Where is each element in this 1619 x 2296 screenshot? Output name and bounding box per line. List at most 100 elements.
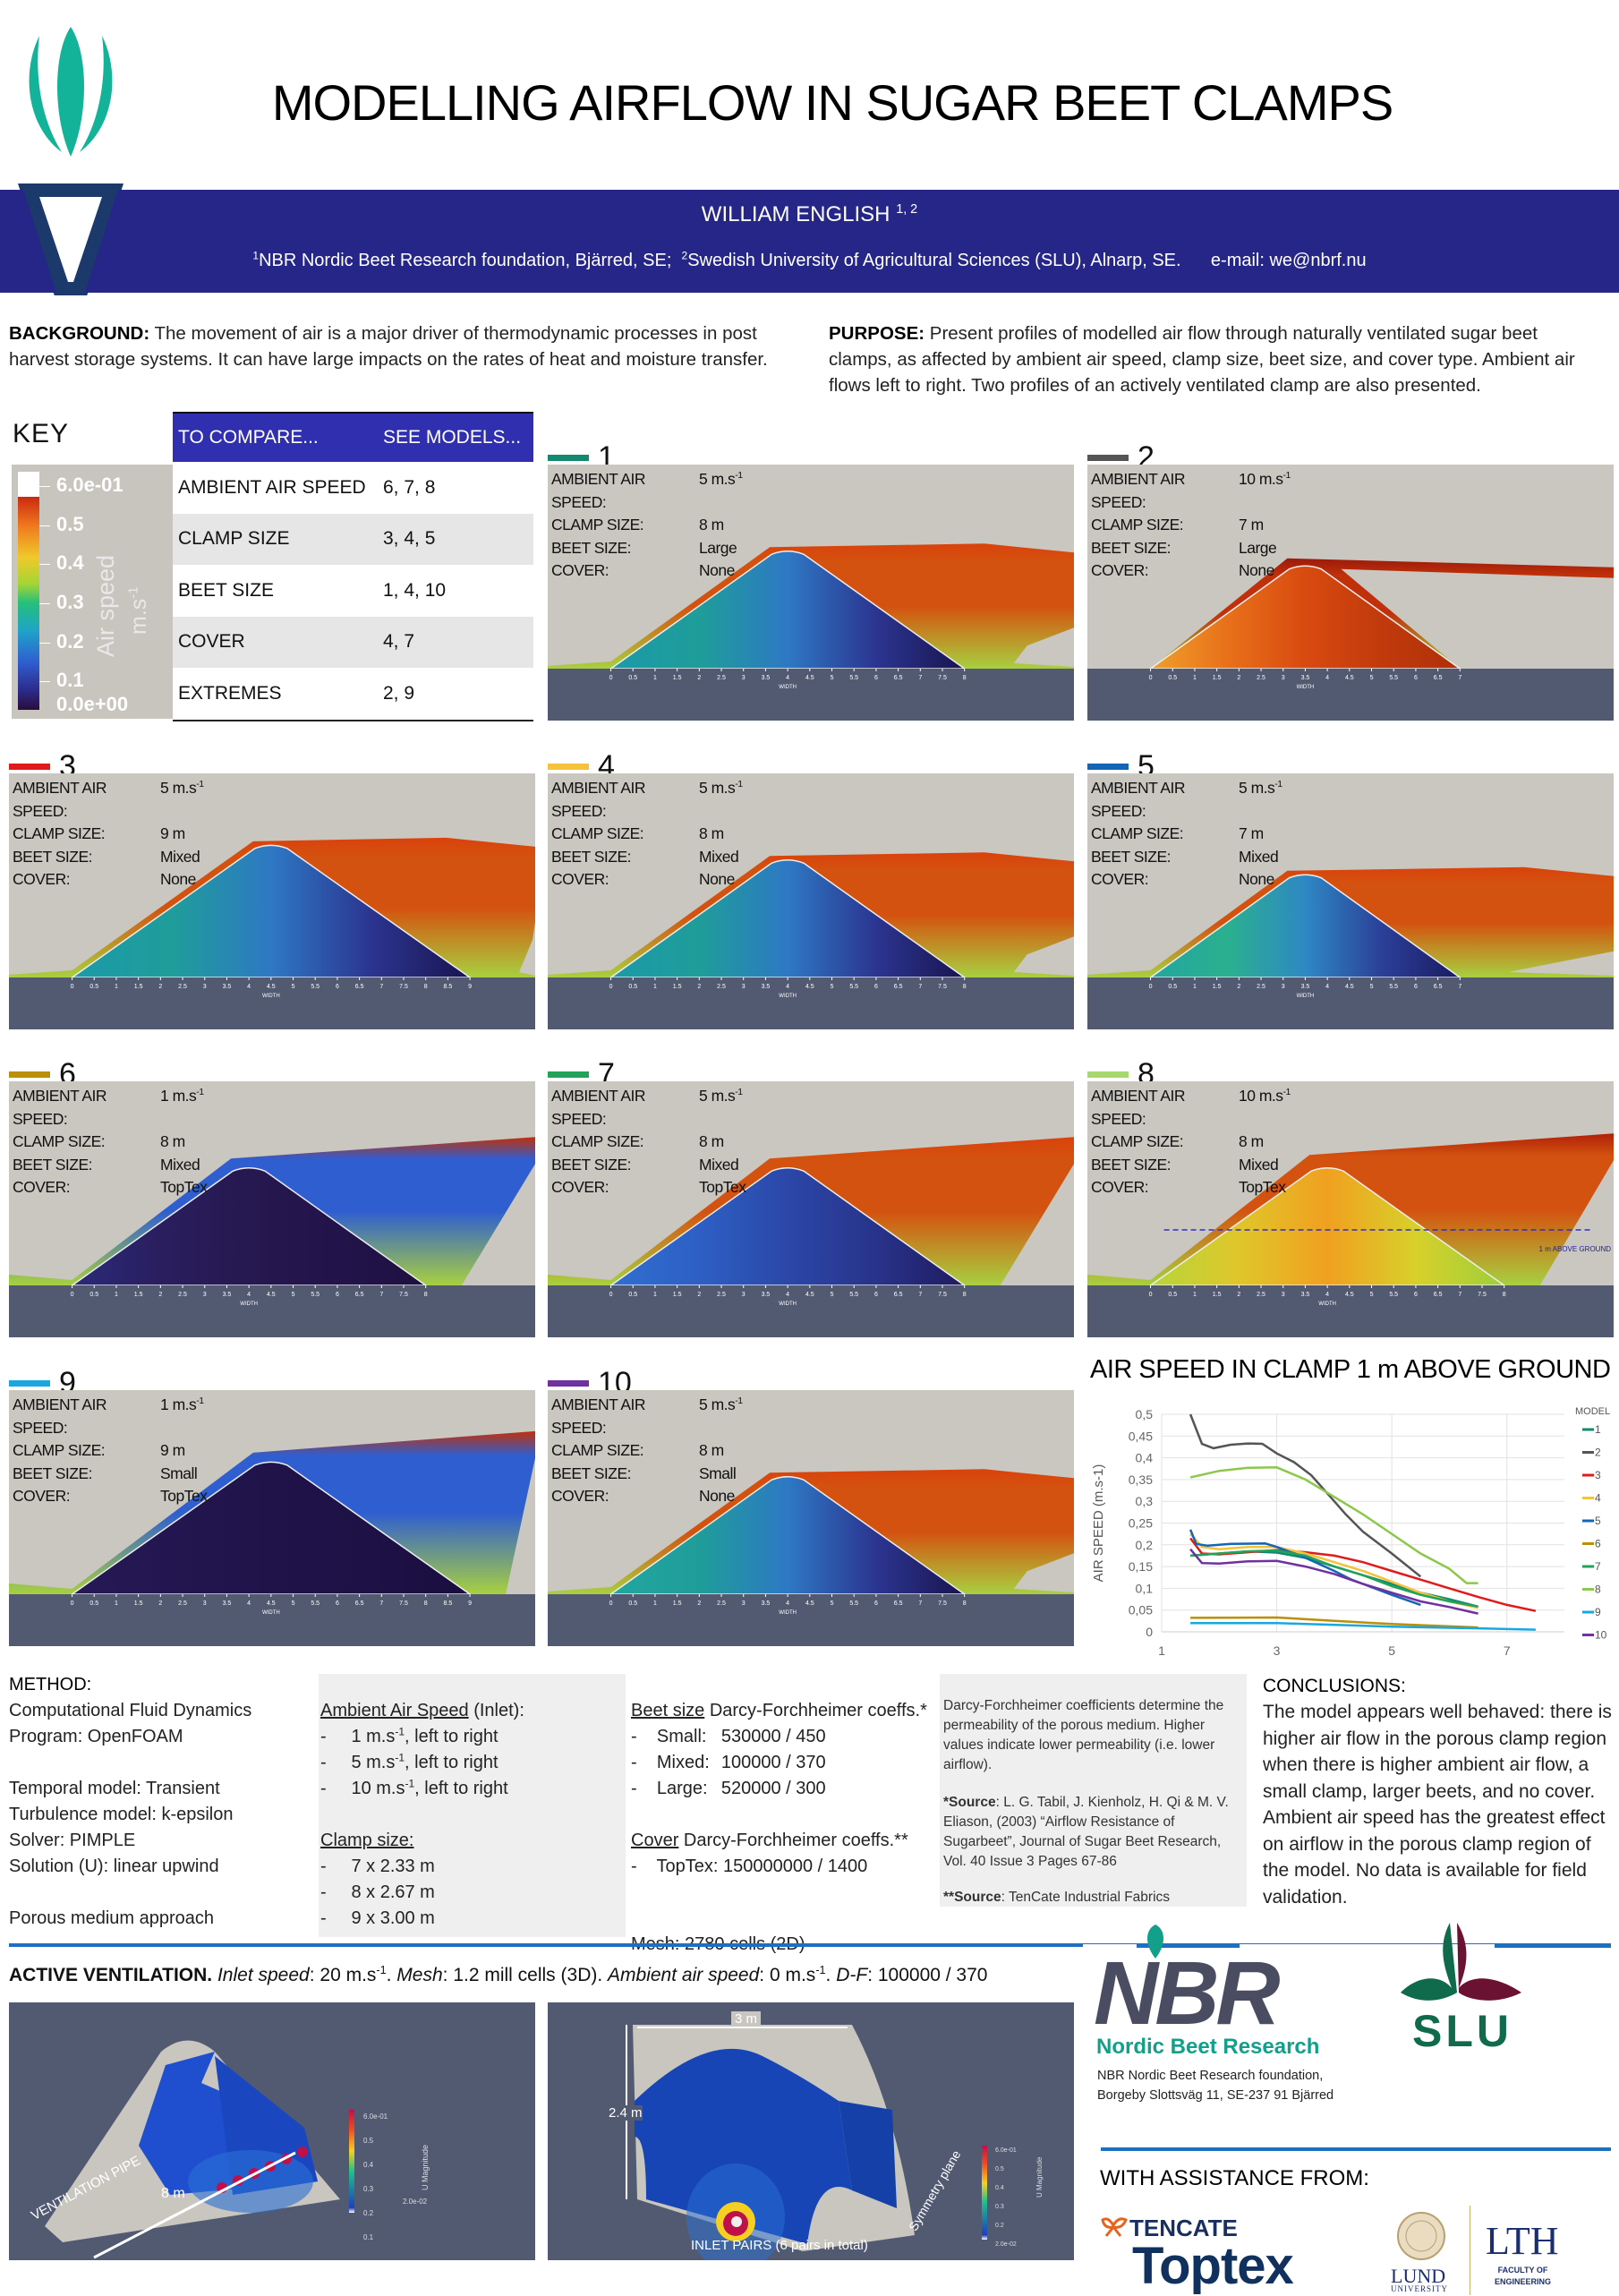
axis-tick-label: 8.5 bbox=[444, 1600, 453, 1607]
param-value-text: 8 m bbox=[699, 1441, 724, 1459]
param-beet: BEET SIZE: Mixed bbox=[1091, 846, 1282, 869]
lund-logo-sub: UNIVERSITY bbox=[1391, 2284, 1448, 2293]
method-item: Solution (U): linear upwind bbox=[9, 1856, 219, 1876]
nbr-address: NBR Nordic Beet Research foundation, Borg… bbox=[1097, 2066, 1334, 2105]
axis-tick-label: 8 bbox=[963, 675, 967, 681]
logo-cone-overlay bbox=[21, 184, 120, 295]
param-label: COVER: bbox=[551, 870, 609, 888]
lth-logo: LTH bbox=[1486, 2219, 1559, 2263]
slu-logo: SLU bbox=[1412, 2006, 1512, 2056]
param-value: 7 m bbox=[1239, 823, 1264, 846]
axis-tick-label: 4.5 bbox=[267, 1600, 276, 1607]
nbr-leaf-icon bbox=[1147, 1925, 1163, 1959]
param-value-text: TopTex bbox=[699, 1178, 746, 1196]
param-value: TopTex bbox=[160, 1485, 208, 1508]
model-color-swatch bbox=[9, 764, 50, 770]
axis-tick-label: 0 bbox=[609, 984, 613, 990]
assistance-heading: WITH ASSISTANCE FROM: bbox=[1100, 2166, 1369, 2190]
compare-row: COVER 4, 7 bbox=[173, 616, 533, 668]
param-value: 5 m.s-1 bbox=[699, 468, 743, 514]
nbr-logo: NBR bbox=[1094, 1943, 1281, 2044]
axis-tick-label: 0.5 bbox=[1168, 1292, 1177, 1298]
axis-tick-label: 8 bbox=[1503, 1292, 1506, 1298]
axis-tick-label: 7.5 bbox=[938, 675, 947, 681]
axis-tick-label: 1.5 bbox=[134, 1600, 143, 1607]
param-clamp: CLAMP SIZE: 8 m bbox=[551, 823, 743, 846]
param-value-text: 9 m bbox=[160, 824, 185, 842]
colorbar-label: 0.1 bbox=[56, 669, 84, 691]
param-value-text: Small bbox=[160, 1464, 198, 1482]
av-inlet-value: : 20 m.s bbox=[309, 1965, 377, 1985]
param-label: COVER: bbox=[13, 1487, 71, 1505]
axis-tick-label: 7.5 bbox=[938, 1600, 947, 1607]
axis-tick-label: 0 bbox=[71, 1600, 74, 1607]
header-cell: SEE MODELS... bbox=[383, 427, 522, 448]
model-parameters: AMBIENT AIR SPEED: 5 m.s-1 CLAMP SIZE: 7 m B… bbox=[1091, 777, 1282, 892]
axis-tick-label: 7.5 bbox=[938, 1292, 947, 1298]
axis-tick-label: 6 bbox=[1414, 1292, 1418, 1298]
axis-tick-label: 5 bbox=[292, 1600, 295, 1607]
av-cbar-title: U Magnitude bbox=[1035, 2156, 1044, 2198]
axis-tick-label: 7.5 bbox=[399, 984, 408, 990]
axis-tick-label: 3.5 bbox=[223, 984, 232, 990]
param-value-text: Mixed bbox=[160, 1155, 200, 1174]
y-tick-label: 0 bbox=[1146, 1625, 1153, 1639]
axis-tick-label: 1.5 bbox=[1213, 984, 1222, 990]
param-label: CLAMP SIZE: bbox=[551, 1132, 644, 1150]
axis-tick-label: 1.5 bbox=[1213, 1292, 1222, 1298]
compare-factor: AMBIENT AIR SPEED bbox=[178, 476, 366, 498]
av-amb-label: Ambient air speed bbox=[608, 1965, 760, 1985]
beet-coeff-title: Beet size Darcy-Forchheimer coeffs.* bbox=[631, 1698, 940, 1724]
axis-tick-label: 5.5 bbox=[311, 984, 320, 990]
axis-tick-label: 6.5 bbox=[1434, 1292, 1443, 1298]
axis-tick-label: 7 bbox=[379, 984, 383, 990]
legend-label-10: 10 bbox=[1595, 1629, 1607, 1642]
param-label: COVER: bbox=[1091, 561, 1149, 579]
clamp-size-item: - 9 x 3.00 m bbox=[320, 1908, 435, 1928]
axis-tick-label: 3 bbox=[742, 1600, 746, 1607]
axis-tick-label: 3.5 bbox=[762, 1600, 771, 1607]
model-4-panel: 0 0.5 1 1.5 2 2.5 3 3.5 4 4.5 5 5.5 6 6.5 7 7.5 8 WIDTH AM… bbox=[548, 773, 1074, 1029]
param-label: BEET SIZE: bbox=[551, 1464, 632, 1482]
source-1-text: : L. G. Tabil, J. Kienholz, H. Qi & M. V… bbox=[943, 1795, 1229, 1869]
axis-tick-label: 8 bbox=[963, 1292, 967, 1298]
axis-label: WIDTH bbox=[779, 1610, 797, 1616]
source-2-text: : TenCate Industrial Fabrics bbox=[1001, 1890, 1171, 1905]
param-value-text: 10 m.s bbox=[1239, 470, 1283, 488]
axis-tick-label: 1 bbox=[653, 1292, 657, 1298]
axis-tick-label: 2 bbox=[697, 1600, 701, 1607]
unit-sup: -1 bbox=[735, 470, 743, 482]
axis-tick-label: 3 bbox=[1282, 984, 1285, 990]
axis-tick-label: 2 bbox=[158, 1292, 162, 1298]
model-3-panel: 0 0.5 1 1.5 2 2.5 3 3.5 4 4.5 5 5.5 6 6.5 7 7.5 8 8.5 9 WID… bbox=[9, 773, 535, 1029]
axis-tick-label: 0.5 bbox=[1168, 675, 1177, 681]
axis-tick-label: 6 bbox=[1414, 984, 1418, 990]
clamp-region bbox=[609, 1476, 967, 1595]
av-df-label: D-F bbox=[836, 1965, 868, 1985]
air-speed-direction: , left to right bbox=[405, 1727, 498, 1746]
axis-tick-label: 0 bbox=[71, 984, 74, 990]
model-1-panel: 0 0.5 1 1.5 2 2.5 3 3.5 4 4.5 5 5.5 6 6.5 7 7.5 8 WIDTH AM… bbox=[548, 465, 1074, 721]
param-label: BEET SIZE: bbox=[551, 1155, 632, 1174]
key-colorbar: 6.0e-01 0.5 0.4 0.3 0.2 0.1 0.0e+00 Air … bbox=[12, 465, 173, 719]
compare-row: EXTREMES 2, 9 bbox=[173, 668, 533, 720]
param-cover: COVER: TopTex bbox=[13, 1176, 208, 1199]
axis-tick-label: 1.5 bbox=[673, 675, 682, 681]
param-clamp: CLAMP SIZE: 9 m bbox=[13, 823, 204, 846]
air-speed-item: - 10 m.s-1, left to right bbox=[320, 1777, 508, 1798]
axis-tick-label: 1.5 bbox=[673, 984, 682, 990]
param-value: TopTex bbox=[699, 1176, 746, 1199]
inlet-pairs-label: INLET PAIRS (6 pairs in total) bbox=[691, 2238, 868, 2253]
flow-field: 0 0.5 1 1.5 2 2.5 3 3.5 4 4.5 5 5.5 6 6.5 7 7.5 8 WIDTH bbox=[548, 543, 1074, 721]
lth-sub-2: ENGINEERING bbox=[1495, 2277, 1552, 2286]
param-label: BEET SIZE: bbox=[1091, 1155, 1172, 1174]
param-clamp: CLAMP SIZE: 8 m bbox=[13, 1131, 207, 1154]
axis-tick-label: 7 bbox=[918, 675, 922, 681]
param-clamp: CLAMP SIZE: 8 m bbox=[1091, 1131, 1291, 1154]
cover-title-rest: Darcy-Forchheimer coeffs.** bbox=[678, 1831, 908, 1850]
axis-tick-label: 0.5 bbox=[89, 1292, 98, 1298]
av-cbar-label: 6.0e-01 bbox=[995, 2147, 1017, 2154]
param-value: None bbox=[1239, 868, 1274, 892]
method-col-1: METHOD: Computational Fluid Dynamics Prog… bbox=[9, 1672, 313, 1932]
model-color-swatch bbox=[548, 455, 589, 461]
